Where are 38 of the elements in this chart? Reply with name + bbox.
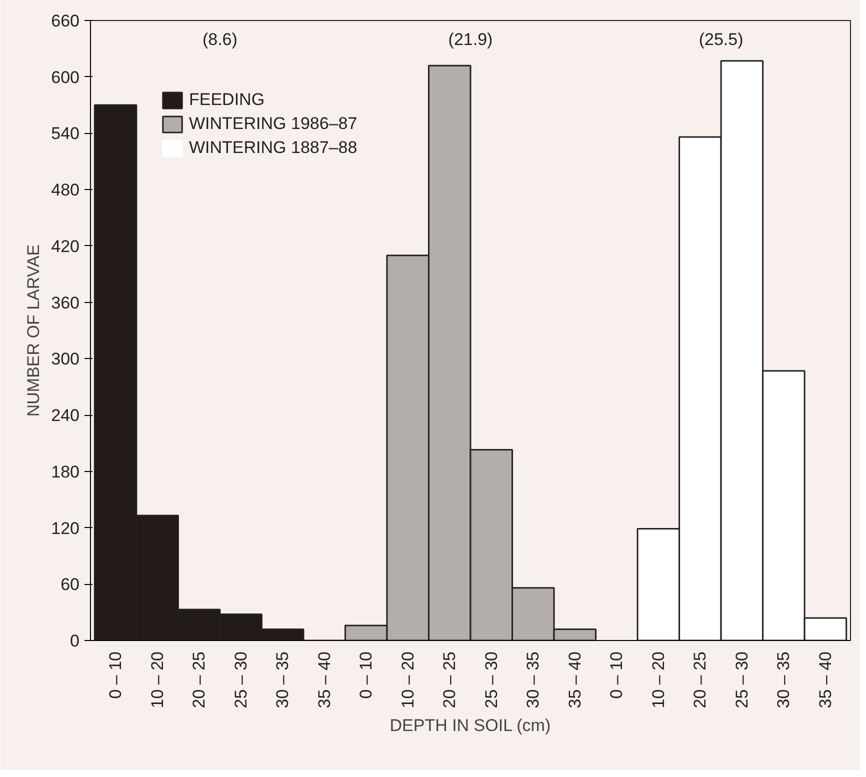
x-tick-label: 35 – 40: [565, 651, 584, 708]
annotation: (25.5): [698, 30, 744, 49]
y-tick-label: 360: [51, 293, 80, 312]
x-tick-label: 20 – 25: [440, 651, 460, 708]
x-tick-label: 30 – 35: [273, 651, 292, 708]
y-tick-label: 300: [51, 350, 80, 369]
y-tick-label: 660: [51, 12, 80, 30]
x-tick-label: 25 – 30: [732, 651, 752, 708]
x-tick-label: 10 – 20: [648, 651, 668, 708]
x-tick-label: 20 – 25: [190, 651, 209, 708]
annotation: (21.9): [448, 30, 493, 49]
y-tick-label: 480: [51, 180, 80, 200]
y-tick-label: 60: [60, 575, 80, 594]
y-tick-label: 240: [51, 406, 80, 426]
y-tick-label: 600: [51, 68, 80, 87]
x-axis-title: DEPTH IN SOIL (cm): [390, 716, 551, 736]
legend-label: FEEDING: [189, 90, 265, 110]
x-tick-label: 25 – 30: [231, 651, 250, 708]
x-tick-label: 0 – 10: [106, 652, 126, 699]
x-tick-label: 25 – 30: [482, 651, 501, 708]
y-tick-label: 0: [70, 632, 80, 650]
x-tick-label: 20 – 25: [690, 651, 710, 708]
x-tick-label: 0 – 10: [356, 652, 376, 699]
x-tick-label: 30 – 35: [524, 651, 543, 708]
x-tick-label: 0 – 10: [607, 652, 626, 699]
x-tick-label: 35 – 40: [816, 651, 835, 708]
legend-label: WINTERING 1887–88: [189, 138, 358, 158]
x-tick-label: 30 – 35: [774, 651, 794, 708]
legend-label: WINTERING 1986–87: [189, 114, 358, 134]
x-tick-label: 10 – 20: [398, 651, 418, 708]
y-tick-label: 420: [51, 236, 80, 256]
y-tick-label: 180: [51, 462, 80, 482]
y-tick-label: 540: [51, 124, 80, 144]
x-tick-label: 10 – 20: [148, 651, 167, 708]
y-tick-label: 120: [51, 518, 80, 538]
annotation: (8.6): [202, 30, 238, 49]
x-tick-label: 35 – 40: [314, 651, 334, 708]
y-axis-title: NUMBER OF LARVAE: [24, 244, 44, 417]
